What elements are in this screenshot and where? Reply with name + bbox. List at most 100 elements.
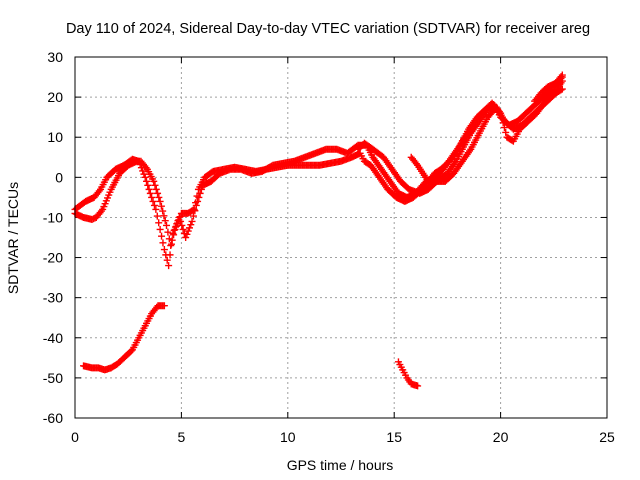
- data-point: [150, 177, 158, 185]
- data-point: [141, 173, 149, 181]
- series-track-f: [80, 302, 168, 374]
- series-track-c: [354, 85, 566, 197]
- data-point: [156, 197, 164, 205]
- data-point: [144, 181, 152, 189]
- data-point: [146, 189, 154, 197]
- data-point: [157, 202, 165, 210]
- data-point: [185, 224, 193, 232]
- data-point: [414, 382, 422, 390]
- y-tick-label: 30: [47, 49, 63, 65]
- data-point: [557, 73, 565, 81]
- data-point: [156, 225, 164, 233]
- data-point: [500, 124, 508, 132]
- data-point: [558, 85, 566, 93]
- data-point: [163, 256, 171, 264]
- data-point: [179, 225, 187, 233]
- data-point: [140, 170, 148, 178]
- data-point: [159, 239, 167, 247]
- data-point: [175, 213, 183, 221]
- y-tick-label: -40: [43, 330, 63, 346]
- data-point: [145, 185, 153, 193]
- data-point: [164, 228, 172, 236]
- data-point: [502, 128, 510, 136]
- data-point: [148, 193, 156, 201]
- y-tick-label: 0: [55, 169, 63, 185]
- data-point: [150, 201, 158, 209]
- data-point: [558, 71, 566, 79]
- x-tick-label: 20: [493, 429, 509, 445]
- data-point: [158, 232, 166, 240]
- data-point: [166, 251, 174, 259]
- y-tick-label: 10: [47, 129, 63, 145]
- x-tick-label: 15: [386, 429, 402, 445]
- data-point: [154, 189, 162, 197]
- data-point: [168, 236, 176, 244]
- data-points: [71, 71, 566, 390]
- y-tick-label: 20: [47, 89, 63, 105]
- data-point: [197, 185, 205, 193]
- data-point: [170, 226, 178, 234]
- y-axis-label: SDTVAR / TECUs: [5, 182, 21, 294]
- data-point: [151, 181, 159, 189]
- series-track-e: [531, 71, 566, 105]
- data-point: [159, 207, 167, 215]
- data-point: [183, 230, 191, 238]
- data-point: [155, 219, 163, 227]
- data-point: [169, 229, 177, 237]
- grid-lines: [75, 57, 607, 418]
- data-point: [412, 160, 420, 168]
- data-point: [95, 187, 103, 195]
- data-point: [196, 189, 204, 197]
- x-tick-label: 25: [599, 429, 615, 445]
- data-point: [195, 193, 203, 201]
- data-point: [160, 302, 168, 310]
- data-point: [178, 221, 186, 229]
- data-point: [155, 193, 163, 201]
- data-point: [189, 212, 197, 220]
- data-point: [171, 223, 179, 231]
- data-point: [182, 234, 190, 241]
- data-point: [149, 197, 157, 205]
- data-point: [136, 160, 144, 168]
- data-point: [194, 197, 202, 205]
- data-point: [135, 157, 143, 165]
- data-point: [173, 220, 181, 228]
- data-point: [153, 212, 161, 220]
- data-point: [187, 221, 195, 229]
- x-tick-label: 10: [280, 429, 296, 445]
- x-tick-label: 0: [71, 429, 79, 445]
- series-track-g: [394, 358, 422, 390]
- data-point: [167, 240, 175, 248]
- y-tick-label: -50: [43, 370, 63, 386]
- data-point: [97, 207, 105, 215]
- data-point: [557, 86, 565, 94]
- tick-labels: 0 5 10 15 20 25 -60 -50 -40 -30 -20 -10 0 10 20 30: [43, 49, 615, 445]
- data-point: [127, 347, 135, 355]
- data-point: [191, 207, 199, 215]
- data-point: [165, 262, 173, 270]
- data-point: [139, 167, 147, 175]
- data-point: [188, 217, 196, 225]
- data-point: [184, 227, 192, 235]
- data-point: [167, 242, 175, 250]
- y-tick-label: -20: [43, 250, 63, 266]
- series-track-d: [407, 125, 475, 185]
- data-point: [160, 246, 168, 254]
- data-point: [451, 151, 459, 159]
- y-tick-label: -30: [43, 290, 63, 306]
- series-track-b: [71, 77, 566, 270]
- data-point: [152, 185, 160, 193]
- data-point: [143, 177, 151, 185]
- data-point: [192, 201, 200, 209]
- chart-title: Day 110 of 2024, Sidereal Day-to-day VTE…: [66, 21, 590, 37]
- y-tick-label: -10: [43, 209, 63, 225]
- x-axis-label: GPS time / hours: [287, 457, 394, 473]
- y-tick-label: -60: [43, 410, 63, 426]
- x-tick-label: 5: [178, 429, 186, 445]
- data-point: [137, 164, 145, 172]
- data-point: [190, 205, 198, 213]
- data-point: [160, 212, 168, 220]
- data-point: [177, 217, 185, 225]
- data-point: [467, 125, 475, 133]
